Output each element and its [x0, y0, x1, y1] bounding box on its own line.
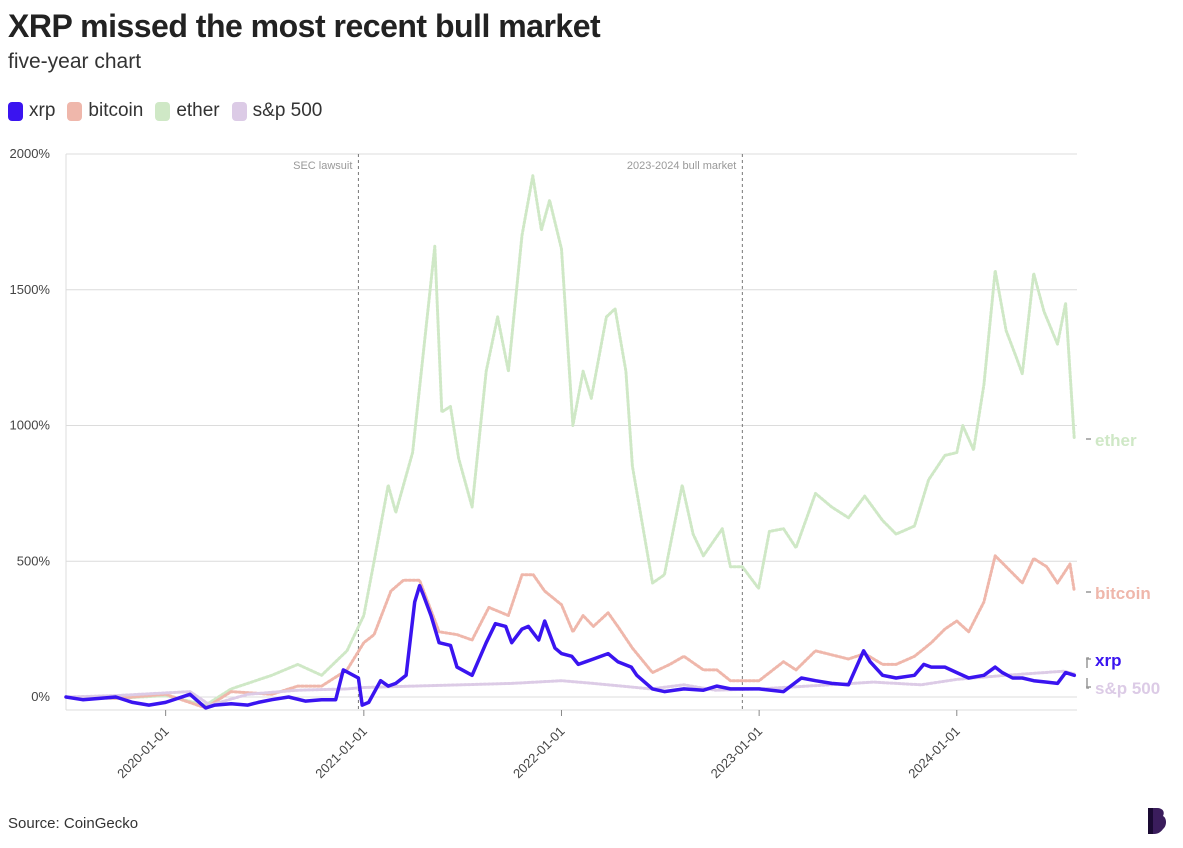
y-tick-label: 0% — [31, 689, 50, 704]
legend-swatch-bitcoin — [67, 101, 83, 121]
end-label-ether: ether — [1095, 431, 1137, 450]
legend-label-xrp: xrp — [29, 100, 56, 121]
legend-label-sp500: s&p 500 — [252, 100, 323, 121]
y-tick-label: 1000% — [10, 418, 51, 433]
end-label-xrp: xrp — [1095, 651, 1121, 670]
chart-title: XRP missed the most recent bull market — [8, 8, 601, 44]
chart-legend: xrp bitcoin ether s&p 500 — [8, 100, 322, 122]
legend-item-bitcoin[interactable]: bitcoin — [67, 100, 143, 122]
x-tick-label: 2022-01-01 — [510, 724, 568, 782]
end-label-bracket — [1086, 657, 1089, 689]
series-line-xrp — [64, 583, 1077, 710]
x-tick-label: 2024-01-01 — [905, 724, 963, 782]
chart-subtitle: five-year chart — [8, 50, 142, 73]
series-line-bitcoin — [64, 554, 1076, 710]
x-tick-label: 2023-01-01 — [708, 724, 766, 782]
y-tick-label: 1500% — [10, 282, 51, 297]
legend-item-xrp[interactable]: xrp — [8, 100, 55, 122]
annotation-label: SEC lawsuit — [293, 160, 352, 172]
x-tick-label: 2020-01-01 — [114, 724, 172, 782]
legend-swatch-xrp — [8, 101, 23, 121]
y-tick-label: 500% — [17, 553, 51, 568]
x-tick-label: 2021-01-01 — [312, 724, 370, 782]
source-note: Source: CoinGecko — [8, 815, 139, 832]
end-label-bitcoin: bitcoin — [1095, 584, 1151, 603]
y-tick-label: 2000% — [10, 146, 51, 161]
series-line-ether — [64, 174, 1076, 707]
legend-swatch-ether — [155, 101, 171, 121]
legend-item-ether[interactable]: ether — [155, 100, 220, 122]
legend-item-sp500[interactable]: s&p 500 — [231, 100, 323, 122]
end-label-sp500: s&p 500 — [1095, 679, 1160, 698]
legend-swatch-sp500 — [231, 101, 247, 121]
legend-label-bitcoin: bitcoin — [88, 100, 144, 121]
legend-label-ether: ether — [176, 100, 220, 121]
annotation-label: 2023-2024 bull market — [627, 160, 736, 172]
publisher-logo-icon — [1148, 808, 1166, 834]
